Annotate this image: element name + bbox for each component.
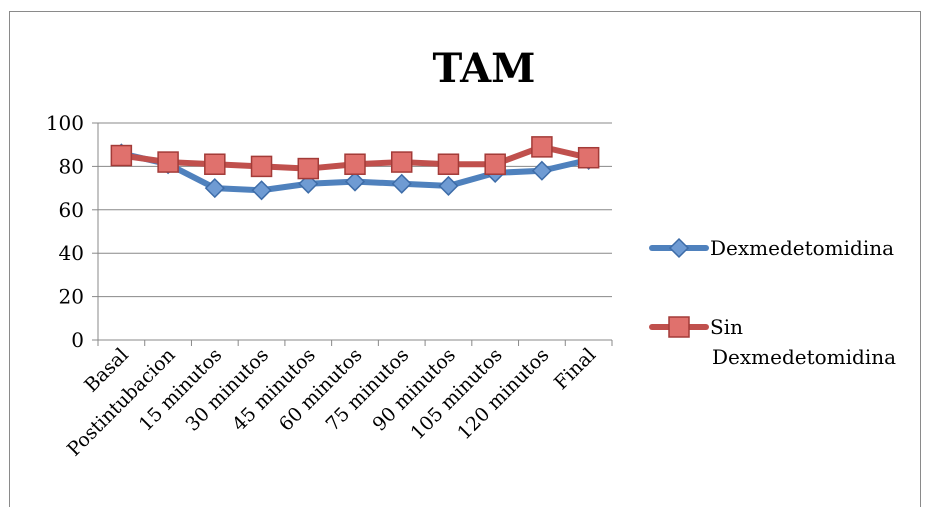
axes [97, 123, 612, 341]
y-axis-ticks: 0 20 40 60 80 100 [46, 111, 98, 352]
data-point-square [531, 136, 553, 158]
data-point-diamond [204, 178, 225, 199]
data-point-square [484, 153, 506, 175]
data-point-diamond [531, 160, 552, 181]
data-point-square [157, 151, 179, 173]
y-tick-label: 80 [59, 154, 84, 178]
legend-marker-diamond [668, 237, 690, 259]
legend-label: Dexmedetomidina [712, 345, 896, 369]
data-point-diamond [344, 171, 366, 192]
legend-label: Sin [710, 315, 743, 339]
chart-frame [9, 11, 921, 507]
x-tick-label: Final [550, 344, 600, 394]
y-tick-label: 20 [59, 285, 84, 309]
data-point-diamond [251, 180, 272, 201]
data-point-square [297, 157, 320, 180]
data-point-square [110, 144, 133, 167]
legend-marker-square [668, 316, 690, 338]
data-point-square [250, 155, 273, 178]
y-tick-label: 0 [71, 328, 84, 352]
data-point-diamond [438, 175, 459, 196]
data-point-square [437, 153, 460, 175]
gridlines [98, 122, 612, 298]
data-point-square [577, 146, 600, 169]
series-2 [110, 136, 600, 180]
data-point-square [390, 151, 413, 173]
y-tick-label: 100 [46, 111, 84, 135]
chart-title: TAM [433, 45, 536, 92]
data-point-square [204, 153, 226, 175]
y-tick-label: 60 [59, 198, 84, 222]
legend: Dexmedetomidina Sin Dexmedetomidina [649, 236, 896, 369]
legend-label: Dexmedetomidina [710, 236, 894, 260]
data-point-diamond [391, 173, 412, 194]
y-tick-label: 40 [59, 241, 84, 265]
series-group [110, 136, 600, 201]
data-point-square [344, 153, 366, 175]
